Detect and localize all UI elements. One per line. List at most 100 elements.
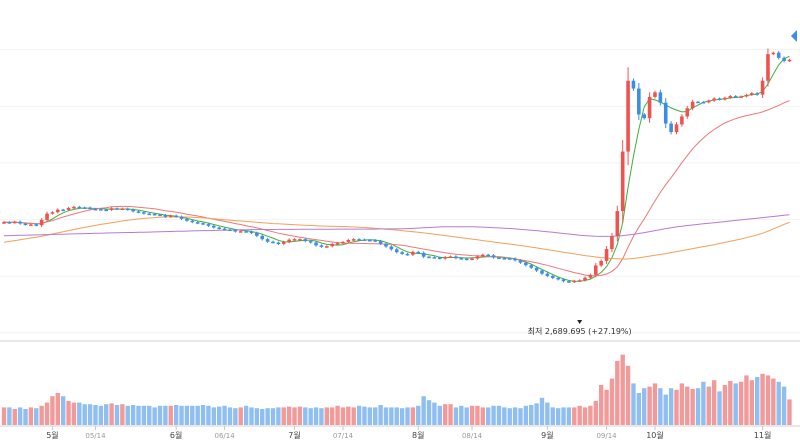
volume-bar xyxy=(685,386,690,425)
candle-body xyxy=(739,96,743,98)
candle-body xyxy=(567,281,571,283)
volume-bar xyxy=(561,407,566,425)
candle-body xyxy=(464,258,469,261)
volume-bar xyxy=(109,403,114,425)
candle-body xyxy=(448,256,453,258)
volume-bar xyxy=(152,407,157,425)
candle-body xyxy=(125,208,130,211)
x-tick-layer: 5월 05/14 6월 06/14 7월 07/14 8월 08/14 9월 09/14 10월 11… xyxy=(46,426,771,440)
volume-bar xyxy=(157,405,163,425)
volume-bar xyxy=(383,407,389,425)
candle-body xyxy=(588,274,593,278)
volume-bar xyxy=(346,406,351,425)
volume-bar xyxy=(733,383,738,425)
candle-body xyxy=(325,246,329,248)
candle-body xyxy=(491,255,496,258)
candle-body xyxy=(653,92,657,97)
candle-body xyxy=(486,254,490,257)
volume-bar xyxy=(421,396,426,425)
candle-body xyxy=(787,59,792,62)
candle-body xyxy=(179,216,184,219)
volume-bar xyxy=(7,407,12,425)
volume-bar xyxy=(631,383,636,425)
candle-body xyxy=(701,102,706,104)
volume-bar xyxy=(432,402,437,425)
x-tick-label: 6월 xyxy=(170,430,182,440)
candle-body xyxy=(750,93,754,95)
candle-body xyxy=(12,221,17,224)
candle-body xyxy=(411,251,415,255)
candle-body xyxy=(658,92,663,103)
candle-body xyxy=(255,233,259,236)
candle-body xyxy=(733,96,738,98)
volume-bar xyxy=(695,388,701,425)
moving-average-layer xyxy=(3,55,790,282)
volume-bar xyxy=(529,405,534,425)
candle-body xyxy=(421,252,426,257)
candle-body xyxy=(271,241,275,244)
candle-body xyxy=(432,257,437,259)
candle-body xyxy=(174,215,178,218)
volume-bar xyxy=(44,402,50,425)
candle-body xyxy=(185,218,189,221)
volume-bar xyxy=(722,385,728,425)
current-price-marker-icon[interactable] xyxy=(791,30,797,42)
candle-body xyxy=(674,124,679,133)
candle-body xyxy=(7,222,12,224)
candle-body xyxy=(400,252,404,254)
candle-body xyxy=(104,209,109,212)
candle-body xyxy=(244,231,248,233)
candle-body xyxy=(314,242,318,246)
volume-bar xyxy=(362,406,367,425)
volume-bar xyxy=(190,405,195,425)
x-tick-label: 10월 xyxy=(646,430,664,440)
volume-bar xyxy=(217,406,222,425)
volume-bar xyxy=(82,404,87,425)
candle-body xyxy=(206,224,211,226)
volume-bar xyxy=(652,383,658,425)
volume-bar xyxy=(609,378,615,425)
volume-bar xyxy=(87,404,93,425)
volume-bar xyxy=(647,386,652,425)
candle-body xyxy=(389,246,394,250)
volume-bar-layer xyxy=(1,354,792,425)
volume-bar xyxy=(642,388,647,425)
candle-body xyxy=(265,239,270,242)
candle-body xyxy=(136,211,141,213)
candle-body xyxy=(249,231,254,234)
volume-bar xyxy=(292,407,297,425)
candle-body xyxy=(594,265,598,275)
candle-body xyxy=(577,280,582,282)
volume-bar xyxy=(233,408,238,425)
candle-body xyxy=(470,258,474,261)
volume-bar xyxy=(728,381,733,425)
volume-bar xyxy=(12,409,17,425)
candle-body xyxy=(685,108,690,117)
candle-body xyxy=(131,209,135,212)
candle-body xyxy=(168,215,173,218)
volume-bar xyxy=(168,405,173,425)
candle-body xyxy=(712,98,716,101)
volume-bar xyxy=(416,405,421,425)
volume-bar xyxy=(71,402,77,425)
volume-bar xyxy=(313,407,319,425)
candle-body xyxy=(610,236,614,250)
candle-body xyxy=(427,256,431,259)
volume-bar xyxy=(378,405,383,425)
volume-bar xyxy=(588,405,593,425)
volume-bar xyxy=(34,408,39,425)
grid-layer xyxy=(0,49,800,334)
volume-bar xyxy=(711,380,717,425)
volume-bar xyxy=(426,400,432,425)
volume-bar xyxy=(787,399,792,425)
volume-bar xyxy=(286,406,292,425)
candle-body xyxy=(93,208,98,211)
volume-bar xyxy=(760,373,765,425)
x-tick-label: 05/14 xyxy=(85,432,106,440)
candle-body xyxy=(384,243,388,247)
candle-body xyxy=(233,230,238,232)
candle-body xyxy=(663,102,668,124)
candle-body xyxy=(723,97,727,100)
candle-body xyxy=(394,249,399,253)
volume-bar xyxy=(582,407,588,425)
